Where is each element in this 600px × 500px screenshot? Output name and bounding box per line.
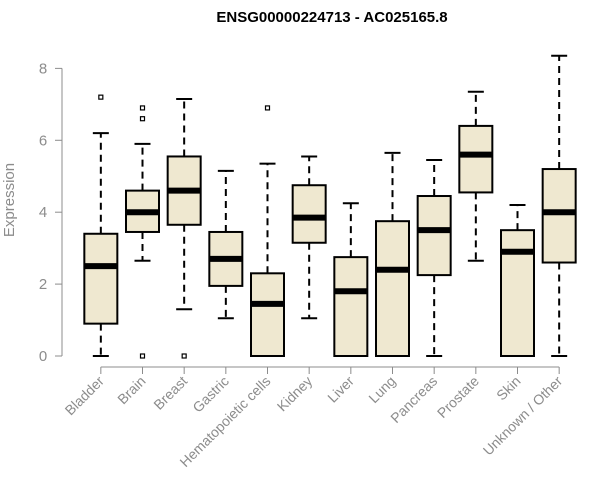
outlier-point [181, 353, 187, 359]
box-8 [375, 151, 410, 357]
box-group [83, 54, 577, 359]
outlier-point [264, 105, 271, 111]
box-iqr [250, 272, 285, 357]
x-tick-label: Prostate [434, 373, 482, 421]
box-iqr [541, 168, 577, 264]
x-tick-label: Brain [114, 373, 148, 407]
y-axis-label: Expression [1, 163, 18, 237]
y-tick-label: 2 [39, 276, 47, 293]
outlier-point [139, 353, 146, 359]
box-7 [333, 202, 369, 357]
y-axis: 0 2 4 6 8 [39, 60, 63, 365]
x-tick-label: Breast [150, 373, 190, 413]
box-9 [416, 159, 452, 357]
box-iqr [291, 184, 327, 244]
chart-title: ENSG00000224713 - AC025165.8 [216, 9, 447, 26]
box-1 [83, 94, 119, 357]
box-iqr [416, 195, 452, 277]
x-tick-label: Skin [493, 373, 524, 404]
outlier-point [98, 94, 104, 100]
y-tick-label: 4 [39, 204, 47, 221]
box-3 [166, 97, 202, 359]
box-iqr [458, 124, 494, 194]
x-tick-label: Lung [365, 373, 398, 406]
box-iqr [83, 232, 119, 325]
x-tick-label: Kidney [274, 373, 316, 415]
x-tick-label: Liver [324, 373, 357, 406]
y-tick-label: 0 [39, 348, 47, 365]
box-4 [208, 169, 244, 320]
box-iqr [375, 220, 410, 357]
box-10 [458, 90, 494, 262]
box-2 [125, 105, 160, 359]
y-tick-label: 8 [39, 60, 47, 77]
box-iqr [333, 256, 369, 357]
box-5 [250, 105, 285, 357]
box-6 [291, 155, 327, 320]
outlier-point [139, 105, 146, 111]
y-tick-label: 6 [39, 132, 47, 149]
box-12 [541, 54, 577, 357]
x-tick-label: Unknown / Other [480, 373, 566, 459]
x-tick-label: Bladder [62, 373, 108, 419]
outlier-point [139, 116, 146, 122]
box-11 [500, 204, 535, 358]
